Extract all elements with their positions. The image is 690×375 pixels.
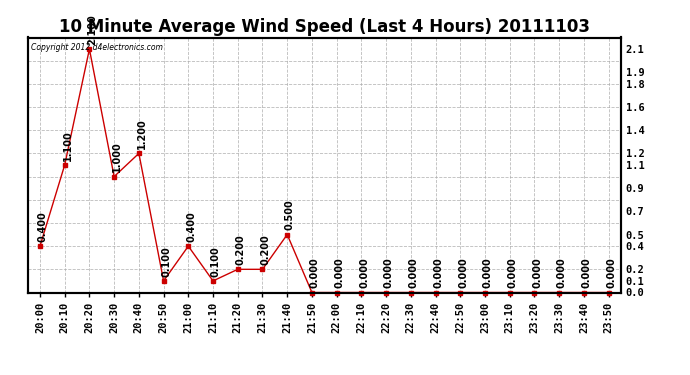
Text: Copyright 2012 d4electronics.com: Copyright 2012 d4electronics.com	[30, 43, 162, 52]
Text: 0.000: 0.000	[310, 258, 319, 288]
Text: 0.000: 0.000	[359, 258, 369, 288]
Text: 0.500: 0.500	[285, 200, 295, 230]
Text: 0.200: 0.200	[260, 234, 270, 265]
Text: 0.400: 0.400	[186, 211, 196, 242]
Text: 0.000: 0.000	[335, 258, 344, 288]
Text: 0.000: 0.000	[384, 258, 394, 288]
Text: 0.000: 0.000	[582, 258, 592, 288]
Text: 0.000: 0.000	[433, 258, 444, 288]
Text: 1.200: 1.200	[137, 118, 147, 149]
Text: 0.400: 0.400	[38, 211, 48, 242]
Text: 1.100: 1.100	[63, 130, 72, 161]
Text: 0.000: 0.000	[458, 258, 468, 288]
Text: 0.100: 0.100	[211, 246, 221, 277]
Text: 0.200: 0.200	[235, 234, 246, 265]
Text: 0.000: 0.000	[483, 258, 493, 288]
Text: 0.000: 0.000	[508, 258, 518, 288]
Text: 0.000: 0.000	[408, 258, 419, 288]
Text: 0.000: 0.000	[607, 258, 616, 288]
Text: 0.000: 0.000	[557, 258, 567, 288]
Text: 0.100: 0.100	[161, 246, 171, 277]
Title: 10 Minute Average Wind Speed (Last 4 Hours) 20111103: 10 Minute Average Wind Speed (Last 4 Hou…	[59, 18, 590, 36]
Text: 1.000: 1.000	[112, 142, 122, 172]
Text: 2.100: 2.100	[87, 14, 97, 45]
Text: 0.000: 0.000	[532, 258, 542, 288]
